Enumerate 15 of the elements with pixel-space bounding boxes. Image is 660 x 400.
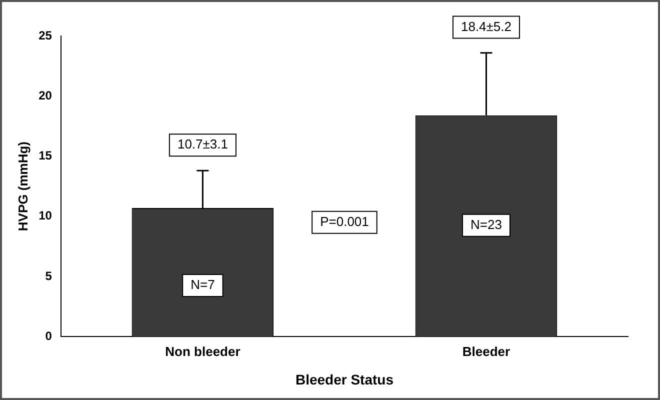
text: 18.4±5.2 [460,18,512,34]
x-axis-title: Bleeder Status [295,371,394,388]
y-tick-label: 5 [45,268,52,283]
y-axis-title: HVPG (mmHg) [15,142,30,232]
x-tick-label: Bleeder [462,344,510,359]
y-tick-label: 10 [38,208,52,223]
y-tick-label: 20 [38,88,52,102]
y-tick-label: 15 [38,148,52,163]
y-tick-label: 25 [38,28,52,42]
y-tick-label: 0 [45,328,52,343]
annotation: N=23 [470,216,502,232]
annotation: P=0.001 [320,214,369,229]
annotation: 10.7±3.1 [177,136,228,152]
annotation: N=7 [190,277,215,292]
x-tick-label: Non bleeder [165,344,240,359]
